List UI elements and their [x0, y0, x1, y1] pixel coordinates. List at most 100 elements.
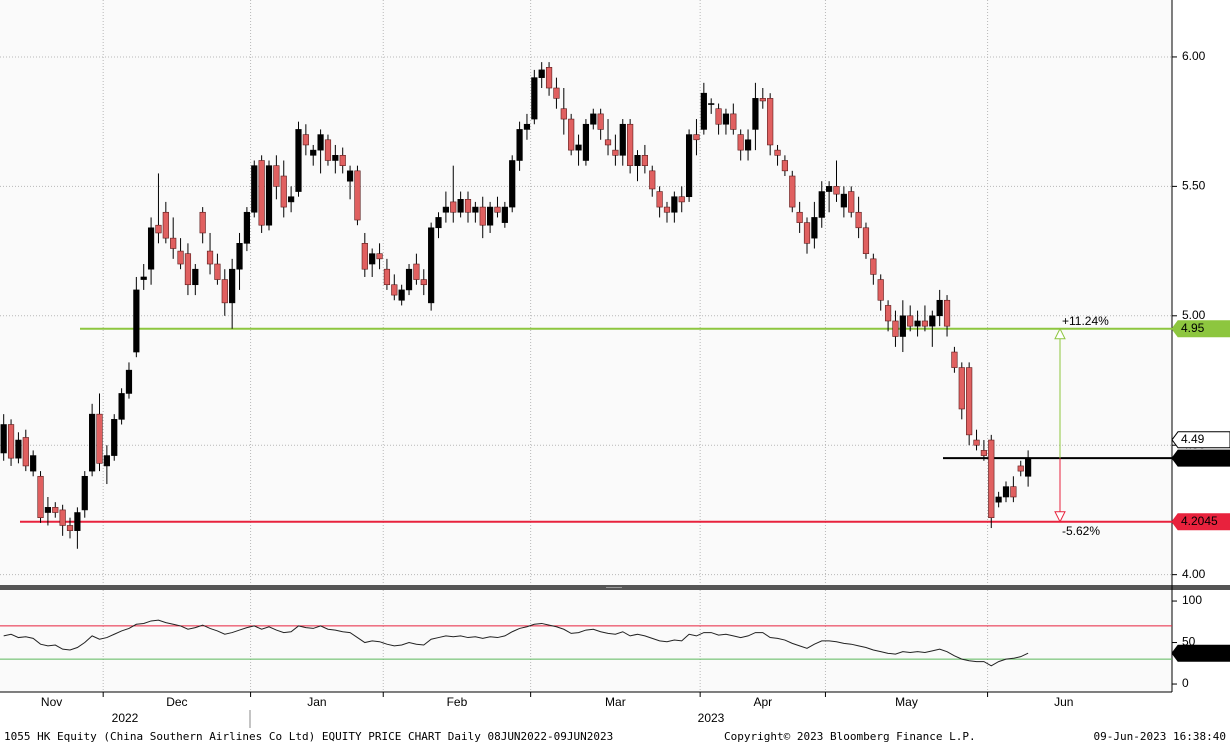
- candle-body: [170, 237, 177, 249]
- candle-body: [523, 123, 531, 130]
- candle-body: [907, 315, 914, 327]
- candle-body: [184, 253, 192, 286]
- candle-body: [752, 98, 759, 130]
- arrow-head: [1054, 511, 1066, 523]
- candle-body: [118, 393, 125, 420]
- x-tick-label: May: [895, 695, 918, 709]
- candle-body: [678, 196, 685, 203]
- candle-body: [162, 211, 169, 239]
- candle-body: [545, 67, 553, 89]
- candle-body: [0, 424, 7, 454]
- candle-body: [44, 507, 52, 513]
- candle-body: [37, 475, 44, 518]
- candle-body: [759, 98, 766, 102]
- candle-body: [317, 134, 324, 151]
- candle-body: [818, 191, 825, 218]
- candle-body: [221, 279, 228, 304]
- candle-body: [487, 206, 494, 226]
- candle-body: [339, 155, 346, 166]
- level-tag-box: [1171, 449, 1230, 467]
- candle-body: [560, 108, 567, 120]
- candle-body: [988, 439, 995, 518]
- rsi-panel: [0, 590, 1172, 692]
- rsi-line: [3, 619, 1029, 667]
- candle-body: [685, 134, 693, 198]
- footer-title: 1055 HK Equity (China Southern Airlines …: [4, 730, 613, 743]
- candle-body: [332, 155, 339, 161]
- candle-body: [634, 155, 641, 166]
- candle-body: [361, 243, 368, 270]
- x-tick-label: Jan: [307, 695, 326, 709]
- candle-body: [288, 196, 295, 203]
- y-tick-label: 5.50: [1182, 179, 1206, 193]
- rsi-tag-box: [1171, 644, 1230, 662]
- candle-body: [597, 113, 604, 130]
- candle-body: [781, 160, 789, 172]
- x-tick-label: Feb: [447, 695, 468, 709]
- candle-body: [980, 450, 987, 456]
- candle-body: [767, 98, 774, 146]
- candle-body: [929, 315, 936, 327]
- candle-body: [243, 211, 250, 244]
- candle-body: [700, 92, 707, 130]
- candle-body: [796, 211, 803, 223]
- level-tag: 4.95: [1181, 321, 1205, 335]
- candle-body: [192, 268, 199, 286]
- level-tag: 4.45: [1181, 450, 1205, 464]
- candle-body: [111, 419, 118, 456]
- x-tick-label: Nov: [41, 695, 62, 709]
- candle-body: [103, 455, 110, 467]
- candle-body: [280, 175, 287, 208]
- candle-body: [147, 227, 155, 270]
- candle-body: [435, 217, 442, 229]
- candle-body: [251, 165, 258, 213]
- candle-body: [958, 367, 965, 410]
- candle-body: [354, 170, 361, 221]
- candle-body: [973, 439, 980, 446]
- candle-body: [862, 227, 870, 254]
- candle-body: [133, 289, 140, 353]
- year-label: 2023: [698, 711, 725, 725]
- candle-body: [568, 118, 575, 151]
- candle-body: [405, 268, 413, 291]
- candle-body: [199, 211, 206, 234]
- candle-body: [206, 250, 214, 265]
- candle-body: [708, 103, 715, 105]
- candle-body: [899, 315, 906, 337]
- y-tick-label: 5.00: [1182, 308, 1206, 322]
- candle-body: [737, 134, 744, 151]
- candle-body: [22, 437, 29, 467]
- candle-body: [346, 170, 354, 182]
- candle-body: [531, 77, 538, 120]
- candle-body: [671, 196, 678, 213]
- candle-body: [52, 507, 59, 513]
- year-label: 2022: [112, 711, 139, 725]
- candle-body: [96, 413, 103, 464]
- level-tag-box: [1171, 513, 1230, 531]
- candle-body: [310, 149, 317, 156]
- candle-body: [943, 299, 951, 327]
- candle-body: [951, 351, 958, 368]
- candle-body: [870, 258, 877, 275]
- candle-body: [619, 123, 626, 156]
- candle-body: [472, 206, 479, 213]
- candle-body: [656, 191, 663, 208]
- candle-body: [66, 525, 74, 531]
- candle-body: [295, 129, 302, 192]
- level-tag: 4.2045: [1181, 514, 1218, 528]
- candle-body: [575, 144, 582, 151]
- candle-body: [1002, 486, 1010, 498]
- candle-body: [494, 206, 501, 213]
- candle-body: [413, 263, 420, 280]
- candle-body: [265, 165, 273, 226]
- candle-body: [641, 155, 648, 166]
- arrow-head: [1054, 327, 1066, 340]
- y-tick-label: 6.00: [1182, 49, 1206, 63]
- x-tick-label: Mar: [605, 695, 626, 709]
- candle-body: [553, 87, 560, 99]
- candle-body: [840, 193, 847, 208]
- candle-body: [15, 439, 22, 459]
- candle-body: [627, 123, 634, 166]
- candle-body: [509, 160, 516, 208]
- candle-body: [369, 253, 376, 265]
